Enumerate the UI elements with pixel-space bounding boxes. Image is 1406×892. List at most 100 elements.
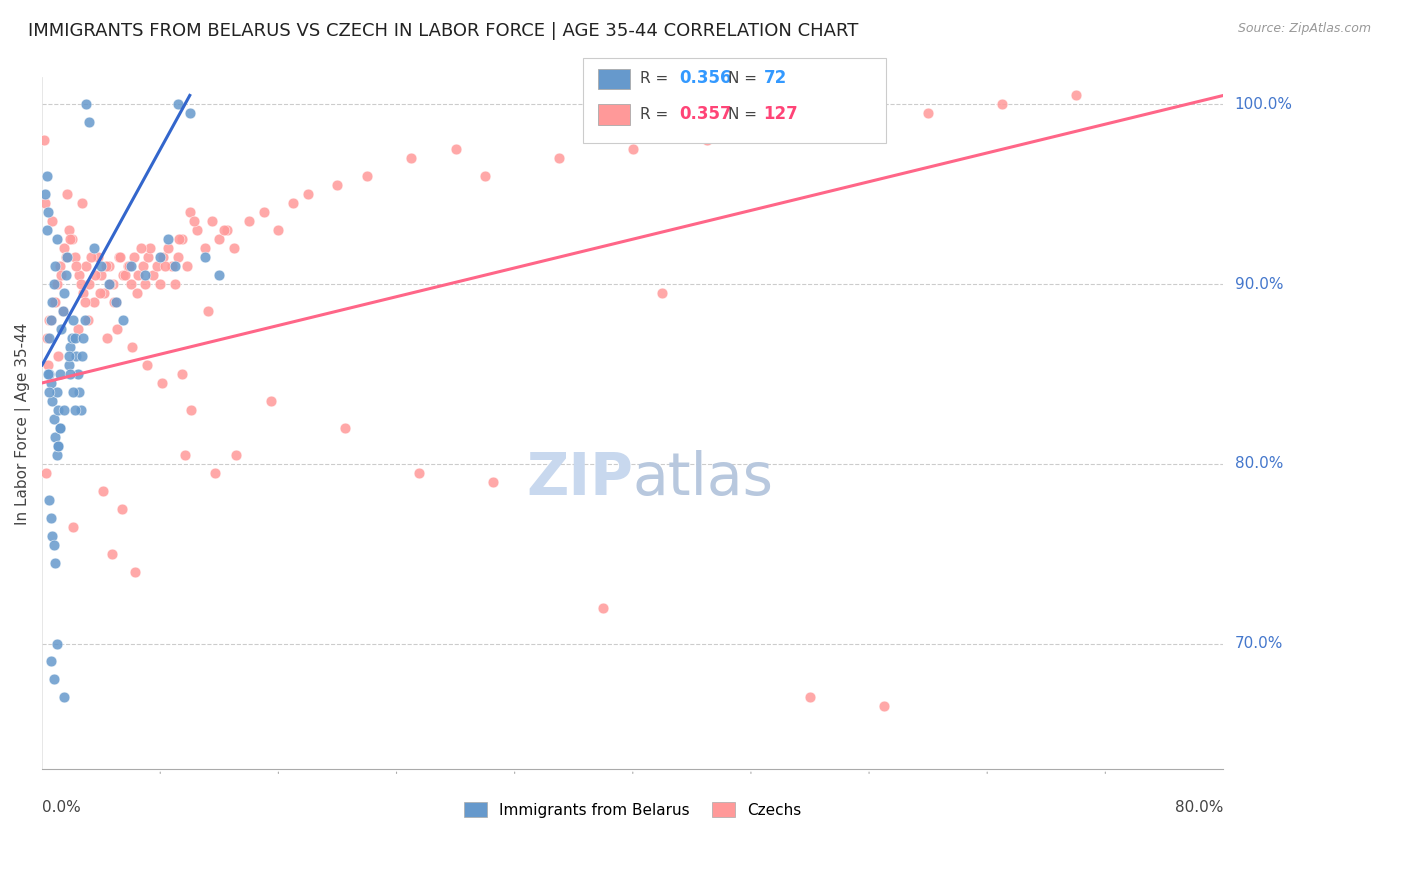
Point [225,448,247,462]
Point [75,97,97,112]
Point [62,313,84,327]
Point [80,250,103,264]
Point [45,232,67,246]
Point [142,268,165,282]
Point [96,331,118,345]
Point [180,403,202,417]
Point [167,97,190,112]
Point [179,205,201,219]
Point [297,187,319,202]
Point [134,277,156,291]
Point [118,259,141,273]
Point [35,466,58,480]
Point [60,232,83,246]
Point [97,277,120,291]
Point [146,259,169,273]
Text: 80.0%: 80.0% [1175,800,1223,815]
Point [238,214,260,228]
Point [163,259,186,273]
Text: N =: N = [728,107,762,121]
Point [150,376,173,390]
Point [401,151,423,165]
Point [873,699,896,714]
Text: 0.356: 0.356 [679,70,731,87]
Point [45,277,67,291]
Point [79,115,101,129]
Point [134,268,156,282]
Y-axis label: In Labor Force | Age 35-44: In Labor Force | Age 35-44 [15,322,31,524]
Point [39,313,62,327]
Point [67,268,90,282]
Point [56,250,79,264]
Point [621,142,644,156]
Text: 72: 72 [763,70,787,87]
Point [578,124,600,138]
Point [52,304,75,318]
Point [212,223,235,237]
Point [172,232,194,246]
Point [104,295,127,310]
Point [125,286,148,301]
Point [58,349,80,363]
Text: 70.0%: 70.0% [1234,636,1282,651]
Point [104,295,127,310]
Point [53,690,76,705]
Point [65,349,87,363]
Point [156,232,179,246]
Point [48,439,70,453]
Point [93,286,115,301]
Point [62,519,84,533]
Point [70,349,93,363]
Point [59,367,82,381]
Point [34,133,56,147]
Point [87,250,110,264]
Point [41,214,63,228]
Point [58,358,80,372]
Text: 127: 127 [763,105,799,123]
Point [100,547,122,561]
Point [72,286,94,301]
Point [94,259,117,273]
Point [90,259,112,273]
Text: 0.357: 0.357 [679,105,731,123]
Point [75,259,97,273]
Point [72,331,94,345]
Point [197,304,219,318]
Point [45,636,67,650]
Text: 90.0%: 90.0% [1234,277,1284,292]
Point [169,232,191,246]
Point [127,268,149,282]
Point [35,169,58,184]
Point [49,421,72,435]
Text: R =: R = [640,107,673,121]
Point [35,223,58,237]
Point [156,241,179,255]
Text: 80.0%: 80.0% [1234,457,1282,471]
Point [149,277,172,291]
Point [138,250,160,264]
Point [193,241,215,255]
Point [103,295,125,310]
Point [121,340,143,354]
Point [45,384,67,399]
Point [90,268,112,282]
Point [42,277,65,291]
Point [844,115,866,129]
Point [208,268,231,282]
Point [548,151,571,165]
Point [48,403,70,417]
Point [799,690,821,705]
Point [37,205,59,219]
Point [160,259,183,273]
Point [129,241,152,255]
Point [260,393,283,408]
Point [35,331,58,345]
Point [117,259,139,273]
Point [62,384,84,399]
Point [769,124,792,138]
Point [42,538,65,552]
Point [101,277,124,291]
Point [172,367,194,381]
Point [991,97,1014,112]
Point [83,295,105,310]
